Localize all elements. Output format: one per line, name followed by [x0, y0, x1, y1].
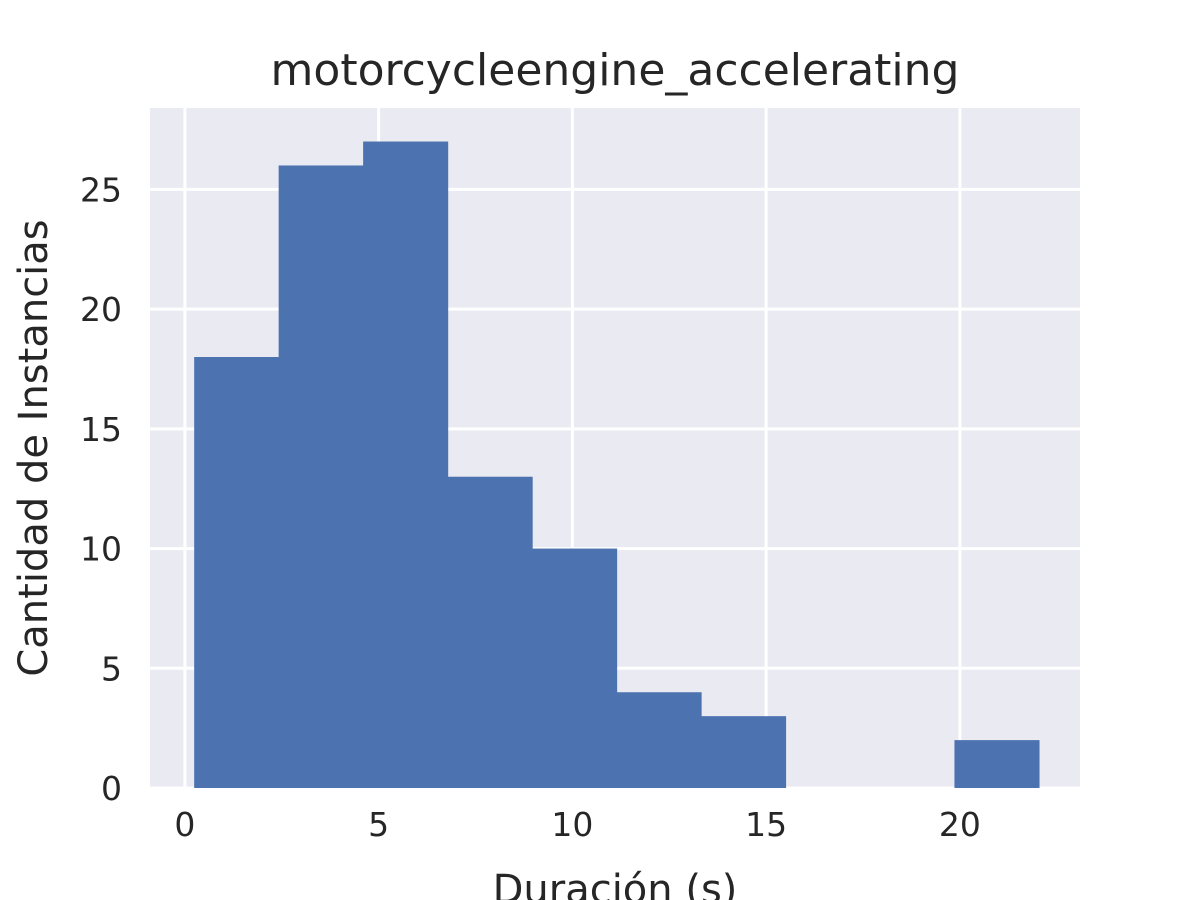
chart-title: motorcycleengine_accelerating [271, 45, 960, 96]
x-tick-label: 0 [174, 805, 195, 844]
y-tick-label: 10 [80, 530, 122, 569]
x-tick-label: 10 [551, 805, 593, 844]
y-tick-label: 20 [80, 290, 122, 329]
y-tick-label: 25 [80, 170, 122, 209]
histogram-bars [194, 141, 1040, 789]
y-tick-label: 0 [101, 769, 122, 808]
histogram-bar [194, 357, 280, 788]
x-axis-label: Duración (s) [493, 867, 738, 900]
x-tick-label: 15 [745, 805, 787, 844]
histogram-bar [447, 476, 533, 788]
x-tick-label: 20 [939, 805, 981, 844]
y-tick-label: 15 [80, 410, 122, 449]
x-tick-label: 5 [368, 805, 389, 844]
histogram-bar [532, 548, 618, 788]
y-tick-labels: 0 5 10 15 20 25 [80, 170, 122, 808]
histogram-bar [616, 692, 702, 788]
y-axis-label: Cantidad de Instancias [11, 219, 57, 676]
histogram-bar [278, 165, 364, 788]
x-tick-labels: 0 5 10 15 20 [174, 805, 981, 844]
histogram-bar [954, 740, 1040, 788]
y-tick-label: 5 [101, 649, 122, 688]
histogram-bar [701, 716, 787, 788]
histogram-bar [363, 141, 449, 789]
